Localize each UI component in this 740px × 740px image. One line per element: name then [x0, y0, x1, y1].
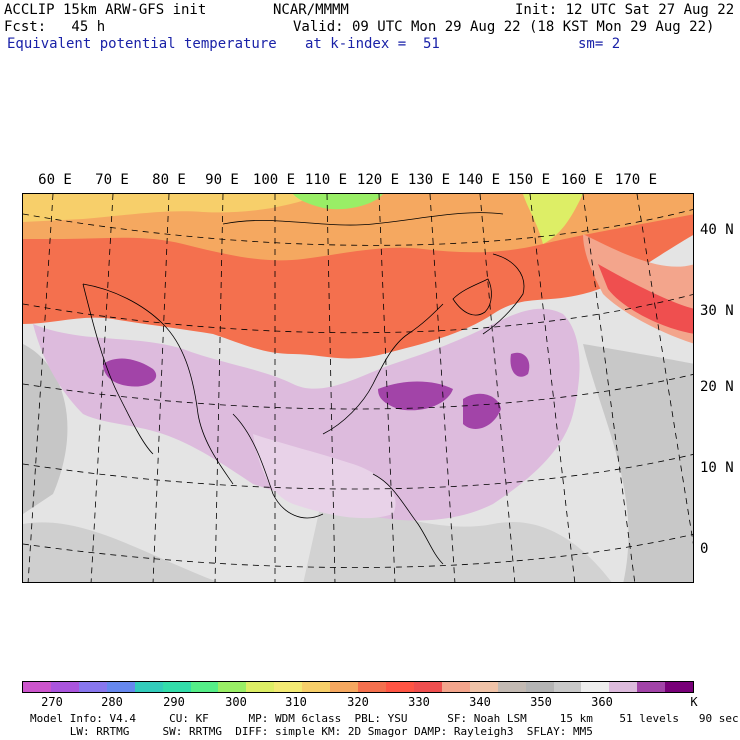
legend-swatch [302, 682, 331, 692]
coastline-china [322, 303, 444, 435]
pacific-band-330 [598, 264, 693, 334]
legend-swatch [665, 682, 694, 692]
color-legend-bar [22, 681, 694, 693]
coastline-japan [482, 253, 525, 335]
legend-swatch [78, 682, 107, 692]
legend-label-unit: K [690, 695, 698, 709]
legend-swatch [218, 682, 247, 692]
lon-label-60e: 60 E [38, 172, 72, 188]
lon-label-130e: 130 E [407, 172, 451, 188]
legend-swatch [50, 682, 79, 692]
coastline-philippines [372, 473, 444, 565]
legend-swatch [469, 682, 498, 692]
moist-region-360 [33, 308, 580, 521]
border-mongolia [222, 212, 504, 226]
grey-region-west [23, 344, 68, 514]
warm-band-315 [23, 194, 323, 222]
model-info-line-1: Model Info: V4.4 CU: KF MP: WDM 6class P… [30, 712, 739, 725]
legend-swatch [162, 682, 191, 692]
lon-label-150e: 150 E [507, 172, 551, 188]
init-time: Init: 12 UTC Sat 27 Aug 22 [515, 2, 735, 18]
lat-label-30n: 30 N [700, 303, 734, 319]
legend-swatch [441, 682, 470, 692]
graticule-lat-0 [23, 534, 693, 568]
model-title: ACCLIP 15km ARW-GFS init [4, 2, 207, 18]
theta-max-india [103, 358, 157, 387]
legend-swatch [246, 682, 275, 692]
legend-label-360: 360 [591, 695, 613, 709]
lat-label-40n: 40 N [700, 222, 734, 238]
coastline-india-west [82, 283, 154, 455]
graticule-lat-10 [23, 454, 693, 490]
legend-label-290: 290 [163, 695, 185, 709]
map-field-svg [23, 194, 693, 582]
legend-label-300: 300 [225, 695, 247, 709]
coastline-indochina [232, 413, 324, 519]
model-info-line-2: LW: RRTMG SW: RRTMG DIFF: simple KM: 2D … [30, 725, 593, 738]
grey-region-southwest [23, 522, 218, 582]
legend-label-270: 270 [41, 695, 63, 709]
lat-label-10n: 10 N [700, 460, 734, 476]
field-name: Equivalent potential temperature [7, 36, 277, 52]
theta-max-west-pacific [463, 393, 501, 429]
grey-region-east [583, 344, 693, 582]
graticule-lat-20 [23, 374, 693, 410]
legend-label-350: 350 [530, 695, 552, 709]
legend-swatch [330, 682, 359, 692]
legend-label-340: 340 [469, 695, 491, 709]
theta-max-typhoon [510, 352, 530, 377]
legend-label-330: 330 [408, 695, 430, 709]
coastline-india-east [82, 283, 234, 485]
lon-label-100e: 100 E [252, 172, 296, 188]
legend-swatch [581, 682, 610, 692]
legend-label-310: 310 [285, 695, 307, 709]
legend-swatch [525, 682, 554, 692]
lon-label-140e: 140 E [457, 172, 501, 188]
lon-label-80e: 80 E [152, 172, 186, 188]
lon-label-120e: 120 E [356, 172, 400, 188]
lon-label-110e: 110 E [304, 172, 348, 188]
legend-swatch [106, 682, 135, 692]
cool-patch-north [293, 194, 383, 210]
moist-region-southeast-asia [253, 434, 396, 519]
legend-swatch [274, 682, 303, 692]
graticule-lon-170 [636, 194, 693, 545]
legend-label-320: 320 [347, 695, 369, 709]
legend-swatch [358, 682, 386, 692]
lon-label-170e: 170 E [614, 172, 658, 188]
cool-patch-northeast [523, 194, 583, 244]
legend-swatch [609, 682, 638, 692]
smoothing-label: sm= 2 [578, 36, 621, 52]
lon-label-90e: 90 E [205, 172, 239, 188]
lat-label-20n: 20 N [700, 379, 734, 395]
lon-label-70e: 70 E [95, 172, 129, 188]
legend-swatch [637, 682, 666, 692]
legend-swatch [134, 682, 163, 692]
forecast-hour: Fcst: 45 h [4, 19, 106, 35]
legend-swatch [413, 682, 442, 692]
legend-swatch [553, 682, 582, 692]
theta-max-east-china-sea [378, 381, 453, 411]
lat-label-0: 0 [700, 541, 709, 557]
coastlines [82, 212, 525, 565]
theta-e-map [22, 193, 694, 583]
lon-label-160e: 160 E [560, 172, 604, 188]
legend-swatch [385, 682, 414, 692]
legend-label-280: 280 [101, 695, 123, 709]
graticule [23, 194, 693, 582]
coastline-korea [452, 278, 492, 316]
legend-swatch [497, 682, 526, 692]
legend-swatch [190, 682, 219, 692]
organization-label: NCAR/MMMM [273, 2, 349, 18]
graticule-lat-30 [23, 294, 693, 334]
level-label: at k-index = 51 [305, 36, 440, 52]
valid-time: Valid: 09 UTC Mon 29 Aug 22 (18 KST Mon … [293, 19, 715, 35]
graticule-lat-40 [23, 209, 693, 246]
legend-swatch [23, 682, 51, 692]
